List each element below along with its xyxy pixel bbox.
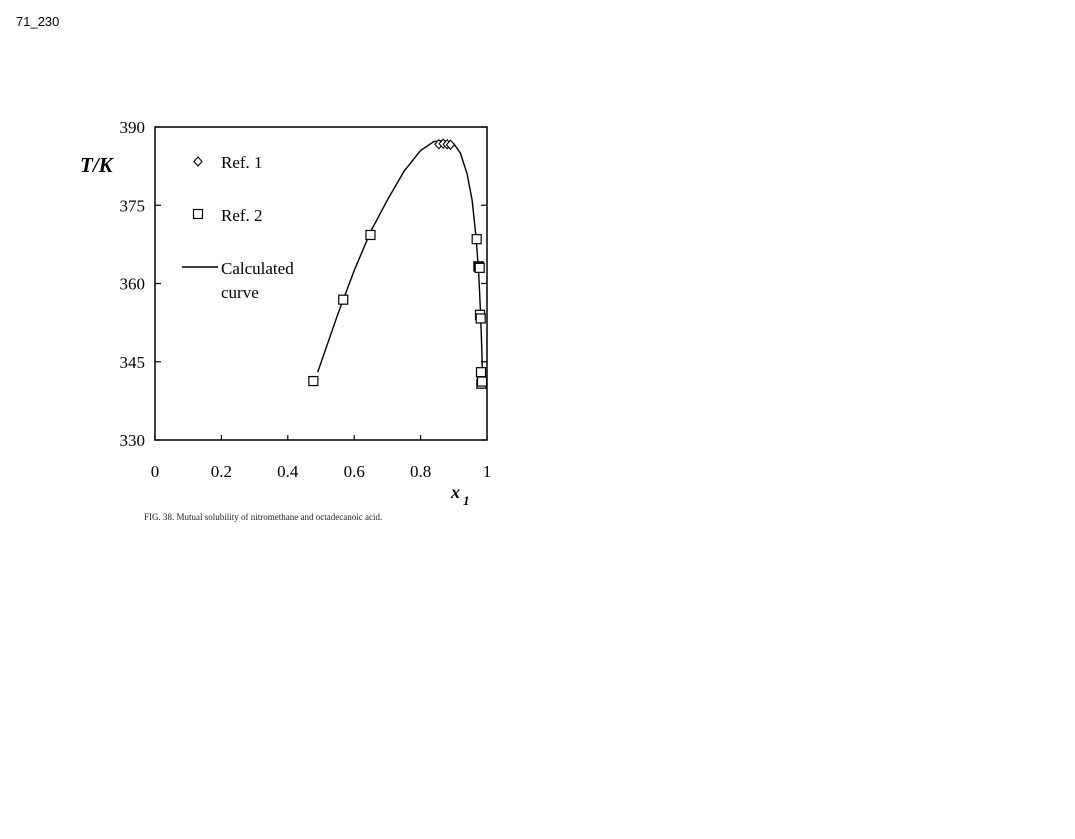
ref2-point (365, 229, 376, 241)
ref2-point (338, 294, 349, 305)
ref2-point (475, 367, 487, 378)
ref2-point (471, 234, 482, 245)
legend-label-ref2: Ref. 2 (221, 206, 263, 225)
calculated-curve (317, 139, 484, 383)
ref2-point (475, 313, 486, 324)
page-label: 71_230 (16, 14, 60, 29)
legend-marker-ref2 (192, 208, 204, 220)
plot-frame (154, 126, 488, 441)
legend-label-ref1: Ref. 1 (221, 153, 263, 172)
ref2-point (474, 262, 485, 273)
legend-marker-ref1 (193, 156, 203, 167)
y-tick-label: 375 (120, 196, 146, 215)
x-tick-label: 0.8 (410, 462, 431, 481)
y-tick-label: 360 (120, 275, 146, 294)
x-axis-title-subscript: 1 (463, 493, 470, 508)
y-tick-label: 390 (120, 118, 146, 137)
y-tick-label: 345 (120, 353, 146, 372)
ref1-point (445, 139, 456, 151)
x-tick-label: 1 (483, 462, 492, 481)
x-tick-label: 0 (151, 462, 160, 481)
x-tick-label: 0.6 (344, 462, 365, 481)
y-axis-title: T/K (80, 153, 115, 177)
ref2-point (476, 376, 488, 387)
legend-label-curve-line2: curve (221, 283, 259, 302)
ref2-point (308, 375, 319, 387)
figure-caption: FIG. 38. Mutual solubility of nitrometha… (144, 512, 382, 522)
x-tick-label: 0.4 (277, 462, 299, 481)
x-axis-title: x (450, 482, 460, 502)
y-tick-label: 330 (120, 431, 146, 450)
legend-label-curve-line1: Calculated (221, 259, 294, 278)
x-tick-label: 0.2 (211, 462, 232, 481)
